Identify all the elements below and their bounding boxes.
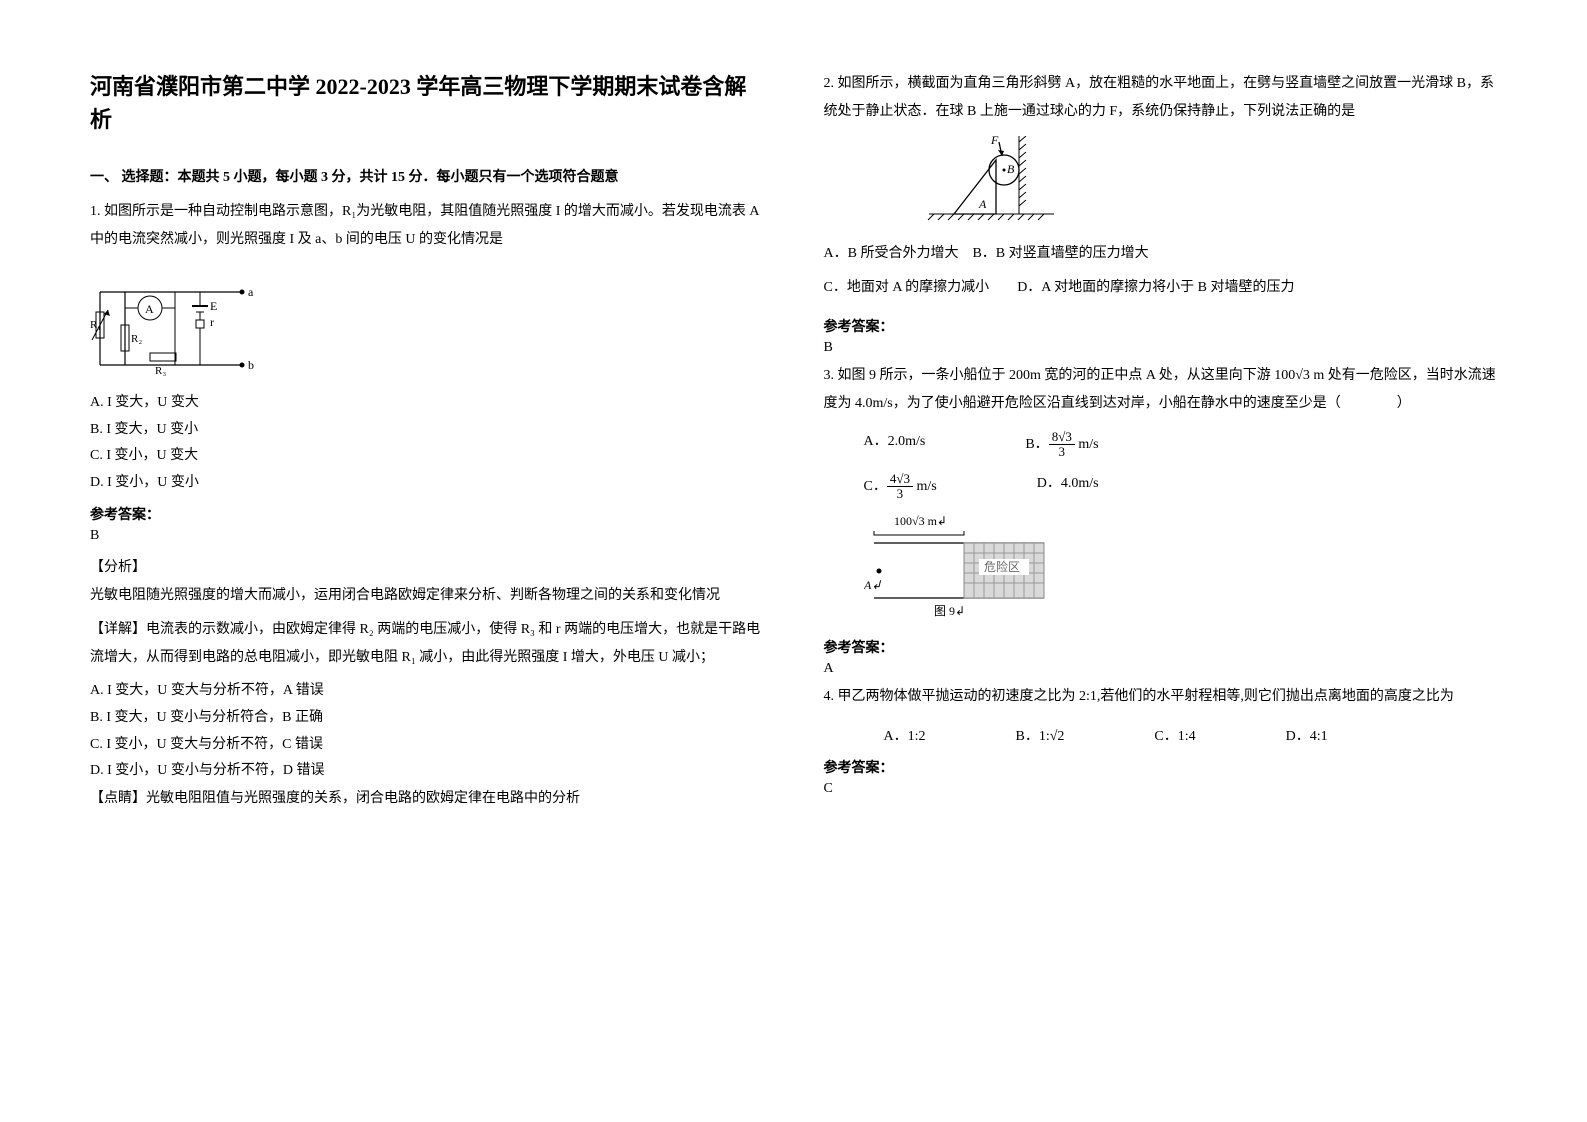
q1-option-a: A. I 变大，U 变大 bbox=[90, 390, 764, 417]
q1-answer-label: 参考答案： bbox=[90, 504, 764, 524]
q3-answer: A bbox=[824, 661, 1498, 677]
q2-wedge-diagram: A B F bbox=[924, 136, 1074, 236]
svg-text:A: A bbox=[978, 197, 987, 211]
q1-detail-a: A. I 变大，U 变大与分析不符，A 错误 bbox=[90, 678, 764, 705]
svg-text:b: b bbox=[248, 358, 254, 372]
svg-text:R₂: R₂ bbox=[131, 333, 142, 345]
svg-text:R₁: R₁ bbox=[90, 319, 101, 331]
q2-options-line2: C．地面对 A 的摩擦力减小 D．A 对地面的摩擦力将小于 B 对墙壁的压力 bbox=[824, 274, 1498, 302]
q3-answer-label: 参考答案： bbox=[824, 637, 1498, 657]
q1-analysis-label: 【分析】 bbox=[90, 556, 764, 576]
q2-answer: B bbox=[824, 340, 1498, 356]
svg-text:F: F bbox=[990, 136, 999, 147]
q1-option-b: B. I 变大，U 变小 bbox=[90, 417, 764, 444]
right-column: 2. 如图所示，横截面为直角三角形斜劈 A，放在粗糙的水平地面上，在劈与竖直墙壁… bbox=[824, 70, 1498, 1052]
q2-option-d: D．A 对地面的摩擦力将小于 B 对墙壁的压力 bbox=[1017, 280, 1294, 295]
q4-option-a: A．1:2 bbox=[884, 725, 926, 745]
q1-analysis: 光敏电阻随光照强度的增大而减小，运用闭合电路欧姆定律来分析、判断各物理之间的关系… bbox=[90, 582, 764, 610]
document-title: 河南省濮阳市第二中学 2022-2023 学年高三物理下学期期末试卷含解析 bbox=[90, 70, 764, 136]
svg-text:100√3 m↲: 100√3 m↲ bbox=[894, 514, 947, 528]
q1-text: 1. 如图所示是一种自动控制电路示意图，R₁为光敏电阻，其阻值随光照强度 I 的… bbox=[90, 198, 764, 254]
q2-option-a: A．B 所受合外力增大 bbox=[824, 246, 959, 261]
q1-detail-text: 电流表的示数减小，由欧姆定律得 R₂ 两端的电压减小，使得 R₃ 和 r 两端的… bbox=[90, 622, 760, 665]
svg-text:图 9↲: 图 9↲ bbox=[934, 604, 965, 618]
q4-option-c: C．1:4 bbox=[1154, 725, 1195, 745]
svg-text:r: r bbox=[210, 315, 214, 329]
svg-text:R₃: R₃ bbox=[155, 365, 166, 377]
q3-text: 3. 如图 9 所示，一条小船位于 200m 宽的河的正中点 A 处，从这里向下… bbox=[824, 362, 1498, 418]
svg-text:B: B bbox=[1007, 162, 1015, 176]
q2-options-line1: A．B 所受合外力增大 B．B 对竖直墙壁的压力增大 bbox=[824, 240, 1498, 268]
q4-answer: C bbox=[824, 781, 1498, 797]
q4-text: 4. 甲乙两物体做平抛运动的初速度之比为 2:1,若他们的水平射程相等,则它们抛… bbox=[824, 683, 1498, 711]
q1-circuit-diagram: a b R₁ A R₂ E r R₃ bbox=[90, 270, 260, 380]
q1-answer: B bbox=[90, 528, 764, 544]
q1-hint-label: 【点睛】 bbox=[90, 791, 146, 806]
q3-option-a: A．2.0m/s bbox=[864, 430, 926, 460]
svg-text:A: A bbox=[145, 302, 154, 316]
q3-options-row2: C．4√33 m/s D．4.0m/s bbox=[864, 472, 1498, 502]
q1-detail-label: 【详解】 bbox=[90, 622, 146, 637]
q3-options-row1: A．2.0m/s B．8√33 m/s bbox=[864, 430, 1498, 460]
q4-option-d: D．4:1 bbox=[1286, 725, 1328, 745]
q3-sqrt3: √3 bbox=[1295, 368, 1310, 383]
svg-text:E: E bbox=[210, 299, 217, 313]
q1-option-d: D. I 变小，U 变小 bbox=[90, 470, 764, 497]
q1-option-c: C. I 变小，U 变大 bbox=[90, 443, 764, 470]
q3-river-diagram: 100√3 m↲ 危险区 A↲ 图 9↲ bbox=[864, 513, 1064, 623]
section-head: 一、 选择题：本题共 5 小题，每小题 3 分，共计 15 分．每小题只有一个选… bbox=[90, 166, 764, 186]
q1-detail-d: D. I 变小，U 变小与分析不符，D 错误 bbox=[90, 758, 764, 785]
q1-hint: 【点睛】光敏电阻阻值与光照强度的关系，闭合电路的欧姆定律在电路中的分析 bbox=[90, 785, 764, 813]
svg-text:危险区: 危险区 bbox=[984, 559, 1020, 574]
q4-option-b: B．1:√2 bbox=[1016, 725, 1065, 745]
q1-detail: 【详解】电流表的示数减小，由欧姆定律得 R₂ 两端的电压减小，使得 R₃ 和 r… bbox=[90, 616, 764, 672]
q1-detail-b: B. I 变大，U 变小与分析符合，B 正确 bbox=[90, 705, 764, 732]
q2-text: 2. 如图所示，横截面为直角三角形斜劈 A，放在粗糙的水平地面上，在劈与竖直墙壁… bbox=[824, 70, 1498, 126]
q3-text-pre: 3. 如图 9 所示，一条小船位于 200m 宽的河的正中点 A 处，从这里向下… bbox=[824, 368, 1296, 383]
q3-option-b: B．8√33 m/s bbox=[1025, 430, 1098, 460]
q2-option-b: B．B 对竖直墙壁的压力增大 bbox=[972, 246, 1148, 261]
q3-option-d: D．4.0m/s bbox=[1037, 472, 1099, 502]
left-column: 河南省濮阳市第二中学 2022-2023 学年高三物理下学期期末试卷含解析 一、… bbox=[90, 70, 764, 1052]
q4-answer-label: 参考答案： bbox=[824, 757, 1498, 777]
q2-answer-label: 参考答案： bbox=[824, 316, 1498, 336]
q3-option-c: C．4√33 m/s bbox=[864, 472, 937, 502]
fraction-icon: 4√33 bbox=[887, 472, 913, 502]
q4-options: A．1:2 B．1:√2 C．1:4 D．4:1 bbox=[884, 725, 1498, 745]
q1-detail-c: C. I 变小，U 变大与分析不符，C 错误 bbox=[90, 732, 764, 759]
q2-option-c: C．地面对 A 的摩擦力减小 bbox=[824, 280, 990, 295]
svg-text:A↲: A↲ bbox=[864, 578, 881, 592]
q1-hint-text: 光敏电阻阻值与光照强度的关系，闭合电路的欧姆定律在电路中的分析 bbox=[146, 791, 580, 806]
fraction-icon: 8√33 bbox=[1049, 430, 1075, 460]
svg-text:a: a bbox=[248, 285, 254, 299]
